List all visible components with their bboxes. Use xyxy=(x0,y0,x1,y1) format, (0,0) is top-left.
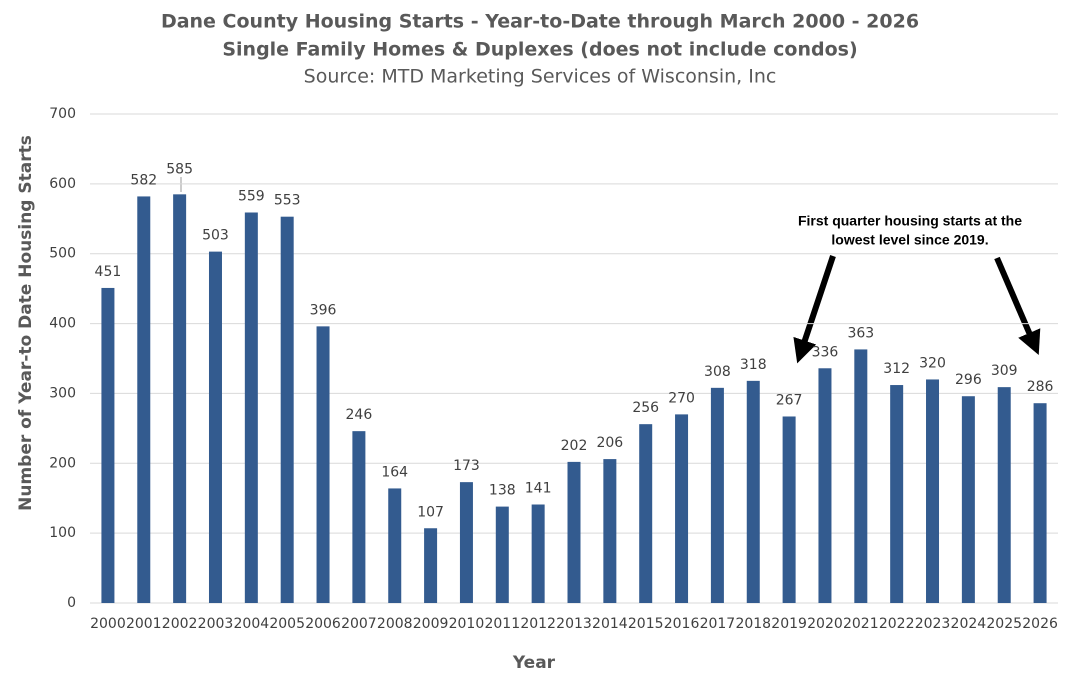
data-label: 503 xyxy=(202,228,229,244)
x-tick-label: 2016 xyxy=(664,616,700,632)
bar xyxy=(854,349,868,603)
bar xyxy=(101,287,115,603)
data-label: 206 xyxy=(596,435,623,451)
bar xyxy=(388,488,402,603)
annotation: lowest level since 2019. xyxy=(831,232,988,248)
bar xyxy=(244,212,258,603)
x-axis-title: Year xyxy=(512,653,556,673)
data-label: 296 xyxy=(955,372,982,388)
data-label: 164 xyxy=(381,464,408,480)
data-label: 582 xyxy=(130,172,157,188)
chart-title: Dane County Housing Starts - Year-to-Dat… xyxy=(161,11,919,33)
bar xyxy=(782,416,796,603)
x-tick-label: 2014 xyxy=(592,616,628,632)
x-tick-label: 2011 xyxy=(484,616,520,632)
x-tick-label: 2008 xyxy=(377,616,413,632)
bar xyxy=(352,431,366,603)
x-tick-label: 2004 xyxy=(234,616,270,632)
bar xyxy=(818,368,832,603)
x-tick-label: 2020 xyxy=(807,616,843,632)
bar xyxy=(926,379,940,603)
arrow xyxy=(793,255,836,364)
bar xyxy=(997,387,1011,603)
data-label: 312 xyxy=(883,361,910,377)
y-tick-label: 500 xyxy=(49,246,76,262)
data-label: 173 xyxy=(453,458,480,474)
x-tick-label: 2012 xyxy=(520,616,556,632)
bar xyxy=(961,396,975,603)
bar xyxy=(710,387,724,603)
bar xyxy=(639,424,653,603)
bar xyxy=(567,461,581,603)
x-tick-label: 2006 xyxy=(305,616,341,632)
bar xyxy=(890,385,904,603)
x-tick-label: 2005 xyxy=(269,616,305,632)
bar xyxy=(603,459,617,603)
x-tick-label: 2026 xyxy=(1022,616,1058,632)
y-tick-label: 300 xyxy=(49,385,76,401)
bar xyxy=(675,414,689,603)
chart-source: Source: MTD Marketing Services of Wiscon… xyxy=(304,66,777,88)
bar xyxy=(173,194,187,604)
y-tick-label: 100 xyxy=(49,525,76,541)
data-label: 138 xyxy=(489,483,516,499)
x-tick-label: 2022 xyxy=(879,616,915,632)
y-tick-label: 700 xyxy=(49,106,76,122)
data-label: 336 xyxy=(812,344,839,360)
data-label: 451 xyxy=(95,264,122,280)
data-label: 107 xyxy=(417,504,444,520)
data-label: 396 xyxy=(310,302,337,318)
data-label: 309 xyxy=(991,363,1018,379)
data-label: 256 xyxy=(632,400,659,416)
data-label: 308 xyxy=(704,364,731,380)
bar xyxy=(746,380,760,603)
arrow xyxy=(994,256,1041,356)
bar xyxy=(316,326,330,603)
y-axis-title: Number of Year-to Date Housing Starts xyxy=(16,135,36,511)
x-tick-label: 2010 xyxy=(449,616,485,632)
x-tick-label: 2000 xyxy=(90,616,126,632)
data-label: 363 xyxy=(847,325,874,341)
x-tick-label: 2024 xyxy=(951,616,987,632)
data-label: 267 xyxy=(776,392,803,408)
x-tick-label: 2025 xyxy=(986,616,1022,632)
y-tick-label: 400 xyxy=(49,316,76,332)
y-tick-label: 200 xyxy=(49,455,76,471)
data-label: 270 xyxy=(668,390,695,406)
bar xyxy=(137,196,151,603)
data-label: 553 xyxy=(274,193,301,209)
annotation: First quarter housing starts at the xyxy=(798,213,1022,229)
data-label: 141 xyxy=(525,481,552,497)
x-tick-label: 2015 xyxy=(628,616,664,632)
x-tick-label: 2007 xyxy=(341,616,377,632)
bar xyxy=(1033,403,1047,603)
x-tick-label: 2002 xyxy=(162,616,198,632)
data-label: 585 xyxy=(166,161,193,177)
x-tick-label: 2009 xyxy=(413,616,449,632)
data-label: 286 xyxy=(1027,379,1054,395)
x-tick-label: 2001 xyxy=(126,616,162,632)
bar xyxy=(459,482,473,603)
y-tick-label: 0 xyxy=(67,595,76,611)
data-label: 202 xyxy=(561,438,588,454)
bar xyxy=(280,216,294,603)
x-tick-label: 2019 xyxy=(771,616,807,632)
x-tick-label: 2023 xyxy=(915,616,951,632)
bar xyxy=(531,504,545,603)
bar xyxy=(495,506,509,603)
y-tick-label: 600 xyxy=(49,176,76,192)
data-label: 246 xyxy=(346,407,373,423)
x-tick-label: 2021 xyxy=(843,616,879,632)
chart-subtitle: Single Family Homes & Duplexes (does not… xyxy=(222,39,857,61)
x-tick-label: 2003 xyxy=(198,616,234,632)
data-label: 559 xyxy=(238,188,265,204)
x-tick-label: 2013 xyxy=(556,616,592,632)
x-tick-label: 2018 xyxy=(735,616,771,632)
data-label: 320 xyxy=(919,355,946,371)
bar xyxy=(208,251,222,603)
bar xyxy=(424,528,438,603)
data-label: 318 xyxy=(740,357,767,373)
x-tick-label: 2017 xyxy=(700,616,736,632)
